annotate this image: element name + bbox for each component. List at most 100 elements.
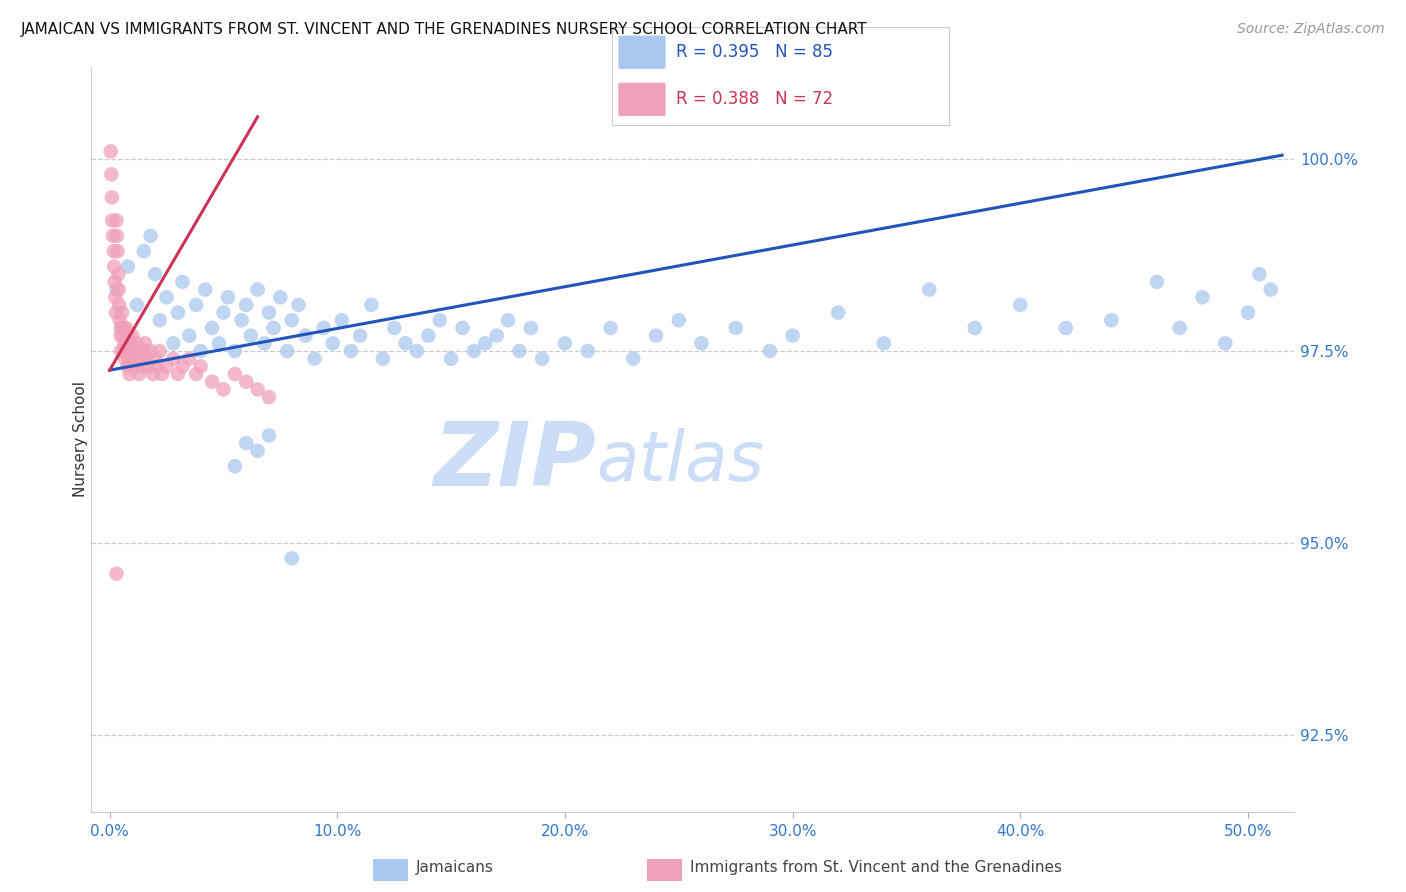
Point	[107, 244, 129, 259]
Point	[110, 344, 132, 359]
Point	[873, 336, 896, 351]
Point	[382, 321, 405, 335]
Point	[759, 344, 782, 359]
Point	[217, 290, 239, 304]
Point	[150, 367, 173, 381]
Point	[117, 328, 139, 343]
Point	[100, 168, 122, 182]
Text: ZIP: ZIP	[433, 418, 596, 505]
Point	[194, 283, 217, 297]
Point	[118, 351, 141, 366]
Point	[107, 267, 129, 281]
Point	[115, 344, 138, 359]
Point	[110, 321, 132, 335]
Point	[235, 436, 257, 450]
Point	[1099, 313, 1122, 327]
Point	[599, 321, 621, 335]
Point	[212, 305, 235, 319]
Point	[114, 351, 136, 366]
Point	[496, 313, 519, 327]
Point	[103, 260, 125, 274]
Point	[112, 321, 135, 335]
Point	[276, 344, 298, 359]
Text: Jamaicans: Jamaicans	[416, 860, 494, 874]
Point	[246, 383, 269, 397]
Point	[531, 351, 554, 366]
Point	[162, 336, 184, 351]
Point	[360, 298, 382, 312]
Point	[246, 443, 269, 458]
Point	[1191, 290, 1213, 304]
Y-axis label: Nursery School: Nursery School	[73, 381, 87, 498]
Point	[155, 290, 177, 304]
Point	[110, 321, 132, 335]
Point	[101, 190, 124, 204]
Point	[139, 228, 162, 243]
Point	[224, 344, 246, 359]
Point	[263, 321, 285, 335]
Point	[827, 305, 849, 319]
Point	[104, 275, 127, 289]
Point	[108, 313, 131, 327]
Point	[115, 321, 138, 335]
Point	[131, 344, 153, 359]
Point	[1260, 283, 1282, 297]
Point	[104, 305, 127, 319]
Point	[125, 344, 148, 359]
Point	[136, 359, 159, 374]
Point	[208, 336, 231, 351]
Point	[212, 383, 235, 397]
Point	[1054, 321, 1077, 335]
Point	[645, 328, 668, 343]
Point	[918, 283, 941, 297]
Point	[621, 351, 644, 366]
Point	[122, 344, 145, 359]
Point	[132, 344, 155, 359]
Point	[117, 260, 139, 274]
Point	[418, 328, 440, 343]
Point	[371, 351, 394, 366]
Point	[1249, 267, 1271, 281]
Point	[304, 351, 326, 366]
Point	[287, 298, 309, 312]
Point	[105, 228, 128, 243]
FancyBboxPatch shape	[619, 83, 665, 116]
Point	[246, 283, 269, 297]
Point	[257, 428, 280, 442]
Point	[1168, 321, 1191, 335]
Point	[231, 313, 253, 327]
Point	[281, 551, 304, 566]
Point	[167, 305, 190, 319]
Point	[294, 328, 316, 343]
Point	[111, 305, 134, 319]
Point	[112, 344, 135, 359]
Point	[162, 351, 184, 366]
Point	[125, 298, 148, 312]
Point	[114, 336, 136, 351]
Point	[429, 313, 451, 327]
Point	[281, 313, 304, 327]
Text: Immigrants from St. Vincent and the Grenadines: Immigrants from St. Vincent and the Gren…	[690, 860, 1063, 874]
Point	[131, 359, 153, 374]
Point	[125, 336, 148, 351]
Point	[101, 213, 124, 227]
Point	[485, 328, 508, 343]
Point	[440, 351, 463, 366]
Point	[257, 390, 280, 404]
Point	[474, 336, 496, 351]
Point	[190, 344, 212, 359]
Point	[330, 313, 353, 327]
Point	[129, 351, 152, 366]
Point	[394, 336, 416, 351]
Point	[253, 336, 276, 351]
Point	[132, 244, 155, 259]
Point	[1237, 305, 1260, 319]
Point	[782, 328, 804, 343]
Point	[143, 267, 166, 281]
Point	[1146, 275, 1168, 289]
Point	[120, 351, 142, 366]
Point	[312, 321, 335, 335]
Point	[104, 290, 127, 304]
Point	[117, 344, 139, 359]
Point	[127, 351, 149, 366]
